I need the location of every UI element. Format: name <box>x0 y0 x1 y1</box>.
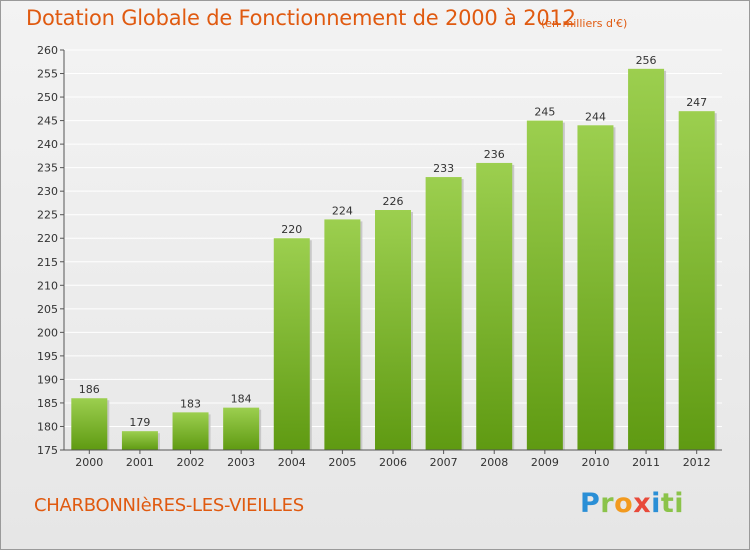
bar-value-label: 236 <box>484 148 505 161</box>
y-tick-label: 195 <box>37 350 58 363</box>
logo-letter: x <box>633 488 652 519</box>
y-tick-label: 190 <box>37 373 58 386</box>
axes: 175 180 185 190 195 200 205 210 215 220 225 230 235 2… <box>37 44 722 469</box>
bar-value-label: 256 <box>636 54 657 67</box>
x-tick-label: 2004 <box>278 456 306 469</box>
bar-value-label: 244 <box>585 110 606 123</box>
bar-value-label: 184 <box>231 393 252 406</box>
proxiti-logo: Proxiti <box>580 488 684 519</box>
x-tick-label: 2010 <box>581 456 609 469</box>
logo-letter: r <box>600 488 615 519</box>
y-tick-label: 225 <box>37 209 58 222</box>
bar <box>678 111 715 451</box>
logo-letter: i <box>651 488 661 519</box>
x-tick-label: 2011 <box>632 456 660 469</box>
bar-value-label: 245 <box>534 106 555 119</box>
logo-letter: i <box>674 488 685 519</box>
y-tick-label: 180 <box>37 420 58 433</box>
bar-value-label: 224 <box>332 204 353 217</box>
logo-letter: P <box>580 488 601 519</box>
bar <box>425 177 462 450</box>
bar <box>273 238 310 450</box>
bar <box>628 68 665 450</box>
bar <box>577 125 614 450</box>
y-tick-label: 200 <box>37 326 58 339</box>
commune-name: CHARBONNIèRES-LES-VIEILLES <box>34 495 304 516</box>
bar <box>526 120 563 451</box>
logo-letter: t <box>660 488 675 519</box>
x-tick-label: 2012 <box>683 456 711 469</box>
y-tick-label: 245 <box>37 115 58 128</box>
bar <box>71 398 108 450</box>
chart-title: Dotation Globale de Fonctionnement de 20… <box>26 6 576 30</box>
bar <box>476 162 513 451</box>
x-tick-label: 2002 <box>177 456 205 469</box>
y-tick-label: 185 <box>37 397 58 410</box>
x-tick-label: 2001 <box>126 456 154 469</box>
x-tick-label: 2003 <box>227 456 255 469</box>
bar-value-label: 233 <box>433 162 454 175</box>
bar <box>172 412 209 450</box>
bars: 186 179 183 184 220 224 226 233 236 245 244 256 247 <box>71 54 717 451</box>
y-tick-label: 240 <box>37 138 58 151</box>
chart-subtitle: (en milliers d'€) <box>541 17 628 30</box>
bar-value-label: 179 <box>129 416 150 429</box>
y-tick-label: 175 <box>37 444 58 457</box>
y-tick-label: 220 <box>37 232 58 245</box>
y-tick-label: 250 <box>37 91 58 104</box>
x-tick-label: 2009 <box>531 456 559 469</box>
bar-value-label: 186 <box>79 383 100 396</box>
y-tick-label: 205 <box>37 303 58 316</box>
bar <box>223 407 260 450</box>
y-tick-label: 260 <box>37 44 58 57</box>
x-tick-label: 2000 <box>75 456 103 469</box>
x-tick-label: 2006 <box>379 456 407 469</box>
bar <box>121 431 158 450</box>
bar-value-label: 226 <box>383 195 404 208</box>
bar <box>324 219 361 450</box>
x-tick-label: 2005 <box>328 456 356 469</box>
logo-letter: o <box>614 488 634 519</box>
x-tick-label: 2007 <box>430 456 458 469</box>
bar-value-label: 247 <box>686 96 707 109</box>
x-tick-label: 2008 <box>480 456 508 469</box>
y-tick-label: 255 <box>37 68 58 81</box>
bar-value-label: 183 <box>180 397 201 410</box>
y-tick-label: 210 <box>37 279 58 292</box>
y-tick-label: 230 <box>37 185 58 198</box>
bar <box>375 210 411 450</box>
y-tick-label: 215 <box>37 256 58 269</box>
y-tick-label: 235 <box>37 162 58 175</box>
bar-value-label: 220 <box>281 223 302 236</box>
